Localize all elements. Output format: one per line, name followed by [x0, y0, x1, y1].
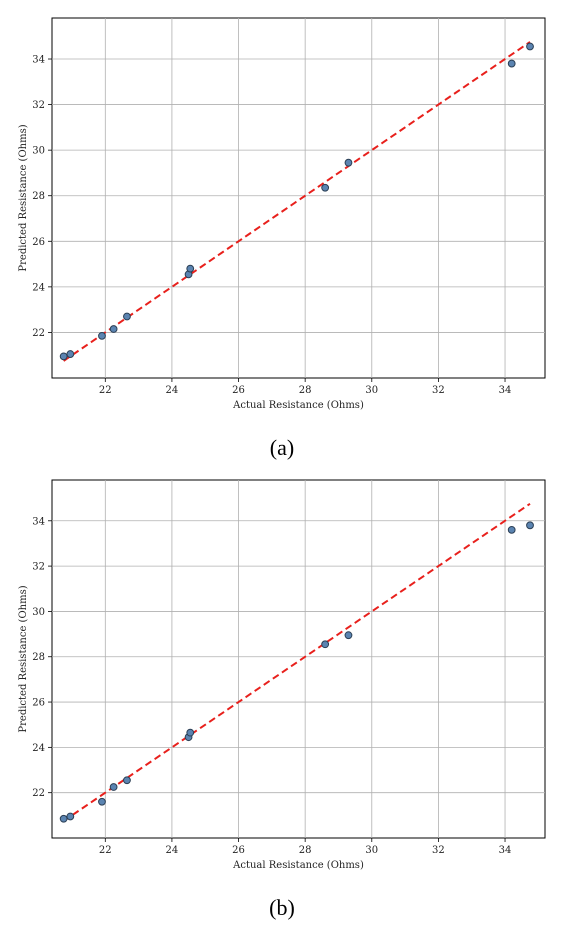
- panel-caption: (b): [269, 895, 295, 920]
- y-tick-label: 26: [32, 698, 45, 709]
- y-axis-ticks: 22 24 26 28 30 32 34: [32, 55, 52, 339]
- data-point: [123, 312, 131, 321]
- data-point: [123, 776, 131, 785]
- data-point: [344, 631, 353, 640]
- data-point: [321, 640, 330, 649]
- x-tick-label: 30: [365, 845, 378, 856]
- y-tick-label: 28: [32, 191, 45, 202]
- data-point: [507, 525, 516, 534]
- y-tick-label: 26: [32, 237, 45, 248]
- x-tick-label: 22: [99, 385, 112, 396]
- y-tick-label: 34: [32, 55, 45, 66]
- y-tick-label: 32: [32, 562, 45, 573]
- x-axis-label: Actual Resistance (Ohms): [232, 860, 364, 871]
- y-axis-label: Predicted Resistance (Ohms): [18, 124, 29, 271]
- data-point: [66, 350, 75, 358]
- y-tick-label: 30: [32, 146, 45, 157]
- y-tick-label: 32: [32, 100, 45, 111]
- y-tick-label: 22: [32, 788, 45, 799]
- x-tick-label: 30: [365, 385, 378, 396]
- y-tick-label: 24: [32, 743, 45, 754]
- data-point: [109, 325, 118, 333]
- data-point: [98, 331, 106, 340]
- y-axis-ticks: 22 24 26 28 30 32 34: [32, 516, 52, 799]
- data-point: [526, 42, 534, 51]
- data-point: [507, 59, 516, 68]
- x-axis-label: Actual Resistance (Ohms): [232, 400, 364, 411]
- x-tick-label: 26: [232, 845, 245, 856]
- x-axis-ticks: 22 24 26 28 30 32 34: [99, 838, 511, 856]
- data-point: [66, 812, 75, 821]
- reference-line: [63, 41, 531, 362]
- data-point: [526, 521, 534, 530]
- grid-lines: [52, 480, 545, 838]
- x-tick-label: 32: [432, 845, 445, 856]
- y-tick-label: 22: [32, 328, 45, 339]
- y-tick-label: 34: [32, 516, 45, 527]
- reference-line: [63, 502, 531, 822]
- x-tick-label: 34: [499, 385, 512, 396]
- data-point: [98, 797, 106, 806]
- data-point: [59, 352, 68, 361]
- data-point: [109, 783, 118, 791]
- data-point: [321, 183, 330, 192]
- data-point: [59, 814, 68, 823]
- panel-caption: (a): [270, 435, 294, 460]
- grid-lines: [52, 18, 545, 378]
- x-tick-label: 26: [232, 385, 245, 396]
- y-tick-label: 24: [32, 282, 45, 293]
- x-tick-label: 28: [299, 845, 312, 856]
- data-points: [59, 42, 534, 361]
- plot-area: [51, 17, 546, 379]
- data-points: [59, 521, 534, 823]
- data-point: [186, 728, 195, 737]
- y-tick-label: 30: [32, 607, 45, 618]
- x-tick-label: 22: [99, 845, 112, 856]
- chart-panel-a: 22 24 26 28 30 32 34 22 24 26 28 30 32 34 Actual Res…: [18, 17, 546, 460]
- x-tick-label: 28: [299, 385, 312, 396]
- reference-line-path: [63, 41, 531, 362]
- data-point: [186, 264, 195, 273]
- x-tick-label: 24: [166, 845, 179, 856]
- plot-area: [51, 479, 546, 839]
- data-point: [344, 158, 353, 167]
- x-tick-label: 24: [166, 385, 179, 396]
- y-tick-label: 28: [32, 652, 45, 663]
- chart-panel-b: 22 24 26 28 30 32 34 22 24 26 28 30 32 34 Actual Res…: [18, 479, 546, 920]
- y-axis-label: Predicted Resistance (Ohms): [18, 585, 29, 732]
- x-axis-ticks: 22 24 26 28 30 32 34: [99, 378, 511, 396]
- x-tick-label: 32: [432, 385, 445, 396]
- x-tick-label: 34: [499, 845, 512, 856]
- reference-line-path: [63, 502, 531, 822]
